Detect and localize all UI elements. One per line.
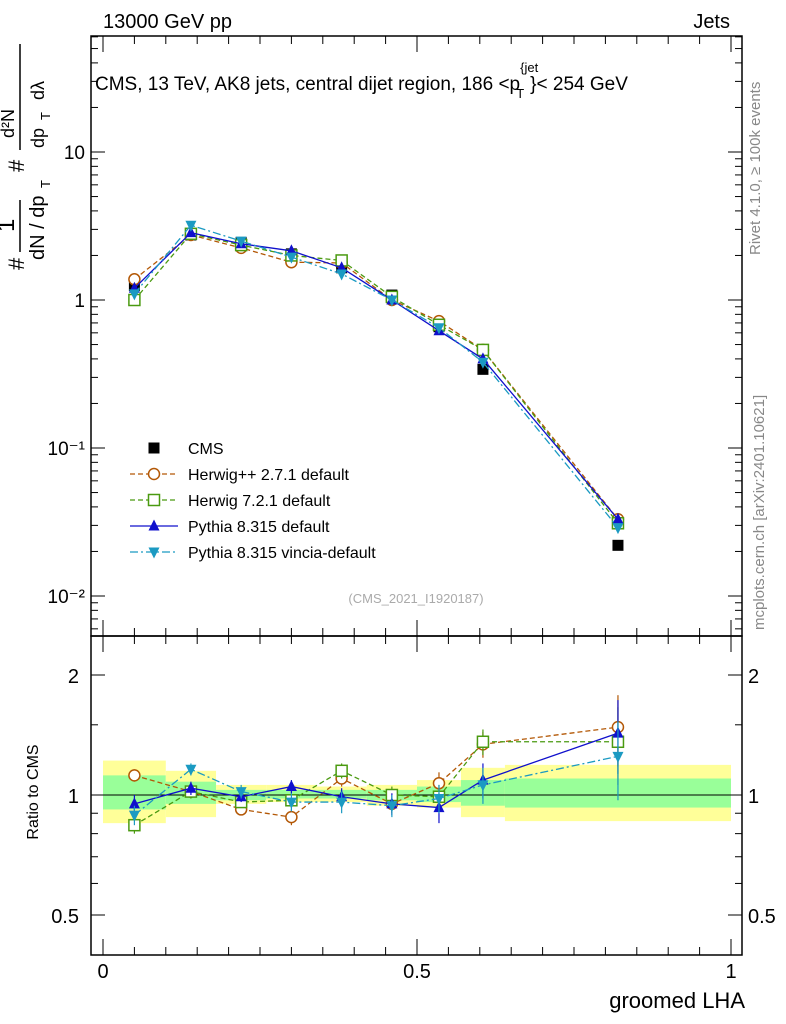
main-ytick-label-1: 10⁻¹ bbox=[48, 439, 86, 460]
main-ytick-label-2: 1 bbox=[74, 291, 85, 312]
ylabel-one: 1 bbox=[0, 219, 20, 232]
legend-entry-pythia: Pythia 8.315 default bbox=[130, 519, 330, 536]
main-point-pythia-3 bbox=[285, 244, 297, 256]
legend-entry-herwigpp: Herwig++ 2.7.1 default bbox=[130, 467, 350, 484]
ratio-ytick-label-left-0: 0.5 bbox=[51, 906, 79, 928]
ratio-y-axis-label: Ratio to CMS bbox=[25, 744, 42, 839]
axes-frames: 10⁻² 10⁻¹ 1 10 0.5 0.5 1 1 2 2 0 0.5 1 bbox=[48, 35, 776, 983]
ratio-ytick-label-right-2: 2 bbox=[748, 666, 759, 688]
ratio-point-herwig7-4 bbox=[335, 764, 348, 778]
plot-title-sub: T bbox=[516, 86, 524, 101]
main-point-vincia-6 bbox=[433, 323, 445, 335]
ratio-ytick-label-right-0: 0.5 bbox=[748, 906, 776, 928]
ratio-point-vincia-8 bbox=[612, 751, 624, 763]
ratio-point-herwig7-7 bbox=[476, 735, 490, 749]
main-y-axis-label: # 1 dN / dp T # d²N dp T dλ bbox=[0, 44, 53, 270]
main-point-vincia-0 bbox=[128, 289, 140, 301]
ratio-series-vincia bbox=[128, 721, 624, 826]
legend-label-herwig7: Herwig 7.2.1 default bbox=[188, 493, 331, 510]
ratio-point-vincia-6 bbox=[433, 793, 445, 805]
main-point-vincia-2 bbox=[235, 236, 247, 248]
ratio-point-vincia-5 bbox=[386, 801, 398, 813]
ylabel-dn-dpt: dN / dp bbox=[27, 196, 49, 260]
ratio-point-vincia-4 bbox=[336, 797, 348, 809]
main-ytick-label-3: 10 bbox=[64, 143, 85, 164]
ratio-point-vincia-0 bbox=[128, 810, 140, 822]
main-point-vincia-7 bbox=[477, 357, 489, 369]
main-point-vincia-1 bbox=[185, 220, 197, 232]
main-point-vincia-5 bbox=[386, 295, 398, 307]
legend-label-pythia: Pythia 8.315 default bbox=[188, 519, 330, 536]
legend-marker-cms bbox=[148, 442, 160, 454]
main-series-vincia bbox=[128, 220, 624, 535]
ylabel-d2n: d²N bbox=[0, 109, 18, 138]
ratio-point-herwigpp-0 bbox=[128, 769, 141, 782]
ylabel-t-sub-2: T bbox=[38, 112, 53, 120]
legend-entry-herwig7: Herwig 7.2.1 default bbox=[130, 493, 331, 510]
ylabel-dlambda: dλ bbox=[28, 81, 48, 100]
mcplots-label: mcplots.cern.ch [arXiv:2401.10621] bbox=[751, 395, 768, 630]
main-point-pythia-8 bbox=[612, 512, 624, 524]
ratio-point-pythia-0 bbox=[128, 797, 140, 809]
main-point-vincia-8 bbox=[612, 523, 624, 535]
legend-marker-vincia bbox=[148, 547, 160, 559]
legend-marker-pythia bbox=[148, 519, 160, 531]
legend-marker-herwig7 bbox=[147, 493, 161, 507]
ratio-point-vincia-2 bbox=[235, 787, 247, 799]
main-point-cms-7 bbox=[477, 363, 489, 375]
ratio-point-vincia-1 bbox=[185, 764, 197, 776]
legend-label-vincia: Pythia 8.315 vincia-default bbox=[188, 545, 376, 562]
plot-title-tail: }< 254 GeV bbox=[530, 74, 628, 95]
x-tick-label-2: 1 bbox=[725, 961, 736, 983]
x-axis-label: groomed LHA bbox=[609, 988, 745, 1013]
ratio-panel-data bbox=[91, 695, 742, 834]
ratio-point-pythia-1 bbox=[185, 781, 197, 793]
main-panel-data bbox=[128, 220, 625, 551]
process-label: Jets bbox=[693, 11, 730, 33]
legend-label-herwigpp: Herwig++ 2.7.1 default bbox=[188, 467, 350, 484]
plot-title: CMS, 13 TeV, AK8 jets, central dijet reg… bbox=[95, 60, 628, 101]
ratio-ytick-label-right-1: 1 bbox=[748, 786, 759, 808]
legend: CMS Herwig++ 2.7.1 default Herwig 7.2.1 de… bbox=[130, 441, 376, 562]
ratio-point-vincia-7 bbox=[477, 780, 489, 792]
x-tick-label-0: 0 bbox=[97, 961, 108, 983]
ratio-point-vincia-3 bbox=[285, 797, 297, 809]
ylabel-dp: dp bbox=[28, 128, 48, 148]
ylabel-hash-1: # bbox=[4, 257, 29, 270]
ratio-uncertainty-bands bbox=[103, 760, 731, 824]
ratio-ytick-label-left-1: 1 bbox=[68, 786, 79, 808]
main-point-cms-8 bbox=[612, 539, 624, 551]
legend-entry-vincia: Pythia 8.315 vincia-default bbox=[130, 545, 376, 562]
plot-title-main: CMS, 13 TeV, AK8 jets, central dijet reg… bbox=[95, 74, 520, 95]
legend-entry-cms: CMS bbox=[148, 441, 224, 458]
x-tick-label-1: 0.5 bbox=[403, 961, 431, 983]
ratio-point-herwigpp-3 bbox=[285, 810, 298, 824]
main-point-vincia-3 bbox=[285, 252, 297, 264]
ratio-ytick-label-left-2: 2 bbox=[68, 666, 79, 688]
legend-marker-herwigpp bbox=[147, 467, 161, 481]
ratio-point-pythia-3 bbox=[285, 780, 297, 792]
plot-title-sup: {jet bbox=[520, 60, 538, 75]
energy-label: 13000 GeV pp bbox=[103, 11, 232, 33]
ylabel-t-sub-1: T bbox=[38, 180, 53, 188]
ylabel-hash-2: # bbox=[4, 159, 29, 172]
analysis-tag: (CMS_2021_I1920187) bbox=[348, 591, 483, 606]
legend-label-cms: CMS bbox=[188, 441, 224, 458]
main-point-vincia-4 bbox=[336, 269, 348, 281]
main-ytick-label-0: 10⁻² bbox=[48, 587, 86, 608]
rivet-version-label: Rivet 4.1.0, ≥ 100k events bbox=[747, 82, 764, 255]
